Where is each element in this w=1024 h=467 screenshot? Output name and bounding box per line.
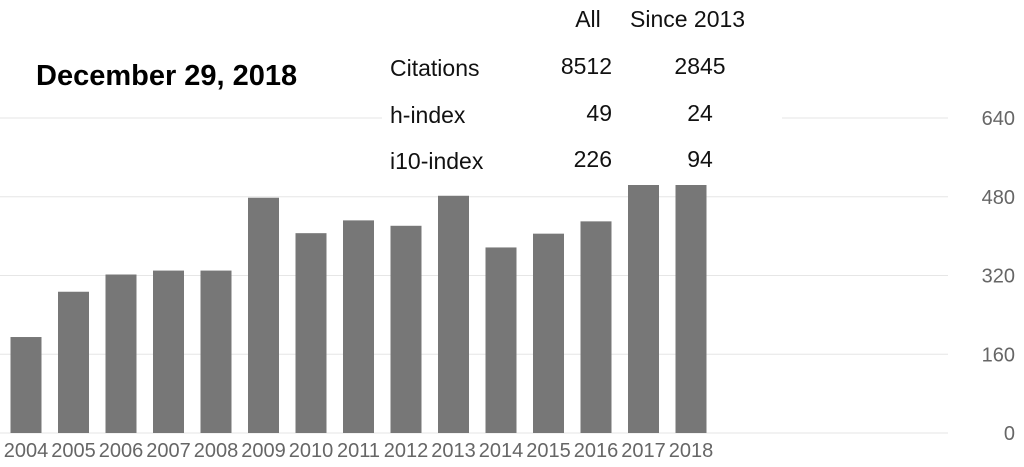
bar-2013 — [438, 195, 469, 433]
bar-2016 — [580, 221, 612, 433]
y-axis-labels: 0 160 320 480 640 — [982, 108, 1015, 445]
row-label-i10-index: i10-index — [390, 148, 484, 174]
x-tick-label: 2009 — [241, 440, 286, 462]
bar-2010 — [295, 233, 327, 433]
y-tick-label: 480 — [982, 187, 1015, 209]
date-label: December 29, 2018 — [36, 60, 298, 92]
col-header-since: Since 2013 — [630, 6, 746, 32]
bars — [10, 124, 707, 433]
x-tick-label: 2015 — [526, 440, 571, 462]
x-tick-label: 2014 — [479, 440, 524, 462]
y-tick-label: 160 — [982, 344, 1015, 366]
bar-2012 — [390, 225, 422, 433]
citation-stats-table: All Since 2013 Citations 8512 2845 h-ind… — [382, 0, 782, 185]
row-label-h-index: h-index — [390, 102, 466, 128]
x-tick-label: 2006 — [99, 440, 144, 462]
col-header-all: All — [575, 6, 601, 32]
h-index-all: 49 — [586, 100, 612, 126]
x-tick-label: 2017 — [621, 440, 666, 462]
bar-2004 — [10, 337, 42, 433]
x-tick-label: 2011 — [337, 440, 380, 462]
citations-since: 2845 — [674, 53, 726, 79]
x-tick-label: 2005 — [51, 440, 96, 462]
i10-index-since: 94 — [687, 146, 713, 172]
y-tick-label: 640 — [982, 108, 1015, 130]
x-tick-label: 2008 — [194, 440, 239, 462]
bar-2014 — [485, 247, 517, 433]
bar-2011 — [343, 220, 374, 433]
x-tick-label: 2007 — [146, 440, 191, 462]
bar-2008 — [200, 270, 232, 433]
bar-2009 — [248, 197, 279, 433]
row-label-citations: Citations — [390, 55, 480, 81]
x-axis-labels: 2004 2005 2006 2007 2008 2009 2010 2011 2012 2013… — [4, 440, 714, 462]
bar-2006 — [105, 274, 137, 433]
bar-2007 — [153, 270, 184, 433]
h-index-since: 24 — [687, 100, 713, 126]
y-tick-label: 0 — [1004, 423, 1015, 445]
bar-2005 — [58, 291, 89, 433]
citations-all: 8512 — [560, 53, 612, 79]
x-tick-label: 2004 — [4, 440, 49, 462]
i10-index-all: 226 — [573, 146, 612, 172]
y-tick-label: 320 — [982, 266, 1015, 288]
x-tick-label: 2010 — [289, 440, 334, 462]
bar-2018 — [675, 177, 707, 433]
bar-2015 — [533, 233, 564, 433]
x-tick-label: 2018 — [669, 440, 714, 462]
x-tick-label: 2016 — [574, 440, 619, 462]
x-tick-label: 2012 — [384, 440, 429, 462]
x-tick-label: 2013 — [431, 440, 476, 462]
